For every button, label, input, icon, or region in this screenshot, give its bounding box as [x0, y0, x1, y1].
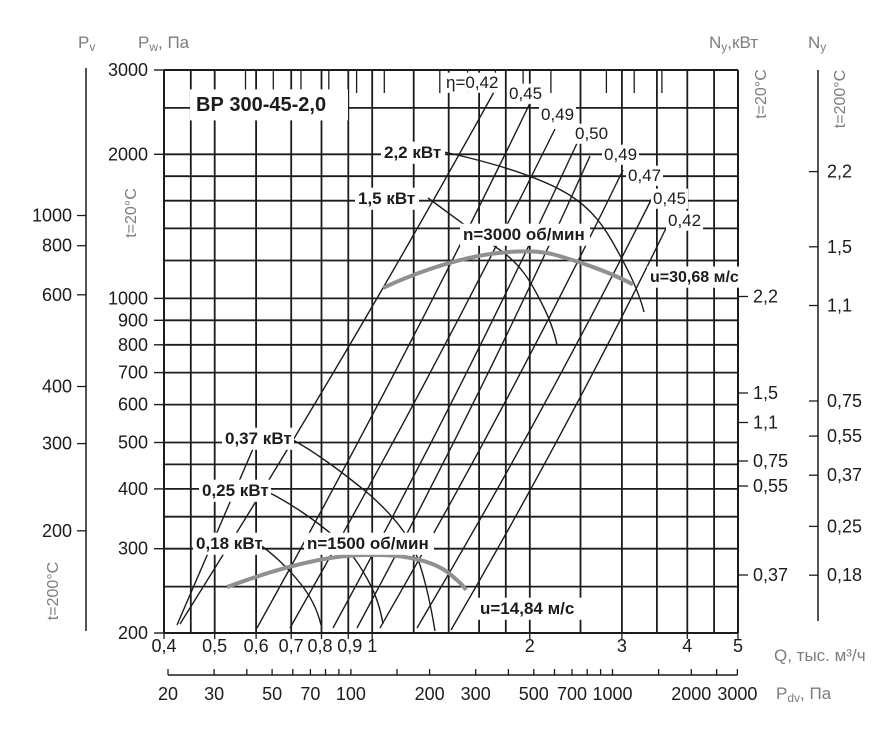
svg-text:2,2: 2,2: [827, 162, 852, 182]
svg-text:0,47: 0,47: [628, 166, 661, 185]
svg-text:0,9: 0,9: [337, 636, 362, 656]
svg-text:50: 50: [262, 684, 282, 704]
svg-text:200: 200: [118, 623, 148, 643]
svg-text:3000: 3000: [717, 684, 757, 704]
svg-text:800: 800: [118, 335, 148, 355]
svg-text:0,49: 0,49: [541, 105, 574, 124]
svg-text:0,37 кВт: 0,37 кВт: [225, 429, 292, 448]
svg-text:η=0,42: η=0,42: [446, 73, 498, 92]
svg-text:0,6: 0,6: [244, 636, 269, 656]
svg-text:600: 600: [42, 285, 72, 305]
svg-text:20: 20: [158, 684, 178, 704]
svg-text:Pdv, Па: Pdv, Па: [776, 684, 832, 705]
svg-text:1: 1: [367, 636, 377, 656]
svg-text:n=1500 об/мин: n=1500 об/мин: [307, 534, 429, 553]
svg-text:1,1: 1,1: [827, 296, 852, 316]
svg-text:0,37: 0,37: [753, 565, 788, 585]
svg-text:u=14,84 м/с: u=14,84 м/с: [480, 599, 574, 618]
svg-text:3000: 3000: [108, 60, 148, 80]
svg-text:2,2 кВт: 2,2 кВт: [384, 143, 441, 162]
svg-text:0,37: 0,37: [827, 465, 862, 485]
svg-text:0,45: 0,45: [653, 189, 686, 208]
svg-text:Q, тыс. м³/ч: Q, тыс. м³/ч: [774, 646, 866, 665]
svg-text:1000: 1000: [108, 288, 148, 308]
svg-text:2,2: 2,2: [753, 287, 778, 307]
svg-text:100: 100: [336, 684, 366, 704]
svg-text:2000: 2000: [671, 684, 711, 704]
svg-text:0,75: 0,75: [753, 451, 788, 471]
svg-text:0,75: 0,75: [827, 391, 862, 411]
svg-text:0,42: 0,42: [668, 211, 701, 230]
svg-text:700: 700: [557, 684, 587, 704]
svg-text:ВР 300-45-2,0: ВР 300-45-2,0: [196, 94, 326, 116]
svg-text:0,18 кВт: 0,18 кВт: [196, 534, 263, 553]
svg-text:Pw, Па: Pw, Па: [138, 33, 190, 54]
svg-text:2: 2: [525, 636, 535, 656]
svg-text:0,45: 0,45: [509, 84, 542, 103]
svg-text:0,25: 0,25: [827, 516, 862, 536]
svg-text:200: 200: [415, 684, 445, 704]
svg-text:0,7: 0,7: [279, 636, 304, 656]
svg-text:500: 500: [118, 433, 148, 453]
svg-text:400: 400: [42, 377, 72, 397]
svg-text:1,5: 1,5: [753, 383, 778, 403]
svg-text:1000: 1000: [32, 206, 72, 226]
svg-text:900: 900: [118, 310, 148, 330]
svg-text:5: 5: [733, 636, 743, 656]
svg-text:600: 600: [118, 395, 148, 415]
svg-text:0,55: 0,55: [827, 426, 862, 446]
svg-text:1,5 кВт: 1,5 кВт: [358, 189, 415, 208]
svg-text:u=30,68 м/с: u=30,68 м/с: [650, 269, 739, 286]
svg-text:t=200°C: t=200°C: [45, 562, 62, 620]
svg-text:0,18: 0,18: [827, 565, 862, 585]
svg-text:700: 700: [118, 363, 148, 383]
svg-text:30: 30: [204, 684, 224, 704]
svg-text:3: 3: [617, 636, 627, 656]
svg-text:4: 4: [682, 636, 692, 656]
svg-text:0,4: 0,4: [151, 636, 176, 656]
svg-text:300: 300: [461, 684, 491, 704]
svg-text:0,50: 0,50: [575, 124, 608, 143]
svg-text:800: 800: [42, 236, 72, 256]
svg-text:2000: 2000: [108, 144, 148, 164]
svg-text:t=20°C: t=20°C: [753, 69, 770, 119]
svg-text:300: 300: [118, 539, 148, 559]
svg-text:200: 200: [42, 521, 72, 541]
svg-text:t=20°C: t=20°C: [123, 188, 140, 238]
svg-text:1000: 1000: [592, 684, 632, 704]
svg-text:0,25 кВт: 0,25 кВт: [202, 481, 269, 500]
svg-text:0,55: 0,55: [753, 476, 788, 496]
svg-text:Ny,кВт: Ny,кВт: [709, 33, 758, 54]
svg-text:300: 300: [42, 434, 72, 454]
svg-text:0,8: 0,8: [307, 636, 332, 656]
svg-text:0,5: 0,5: [202, 636, 227, 656]
svg-text:1,5: 1,5: [827, 237, 852, 257]
svg-text:1,1: 1,1: [753, 413, 778, 433]
svg-text:500: 500: [519, 684, 549, 704]
svg-text:n=3000 об/мин: n=3000 об/мин: [463, 225, 585, 244]
svg-text:t=200°C: t=200°C: [832, 70, 849, 128]
svg-text:70: 70: [300, 684, 320, 704]
svg-text:0,49: 0,49: [604, 145, 637, 164]
svg-text:400: 400: [118, 479, 148, 499]
